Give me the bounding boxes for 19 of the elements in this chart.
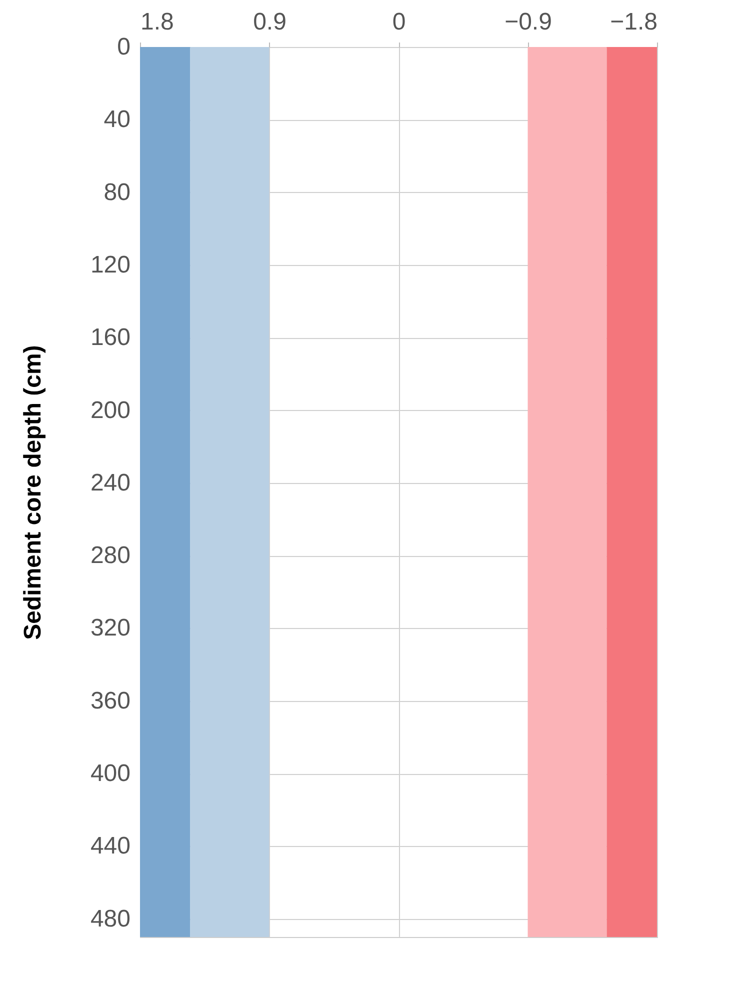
x-tick-label: 1.8: [140, 8, 174, 36]
y-tick-label: 400: [90, 760, 130, 788]
x-tick-label: −1.8: [610, 8, 658, 36]
y-tick-label: 0: [117, 34, 130, 60]
y-tick-label: 440: [90, 832, 130, 860]
y-tick-label: 200: [90, 396, 130, 424]
y-tick-label: 280: [90, 542, 130, 570]
y-tick-label: 120: [90, 251, 130, 278]
y-tick-label: 160: [90, 324, 130, 352]
y-tick-label: 40: [104, 106, 130, 134]
y-tick-label: 480: [90, 905, 130, 932]
x-tick-label: 0: [392, 8, 406, 36]
x-tick-label: −0.9: [504, 8, 552, 36]
x-tick-label: 0.9: [253, 8, 286, 36]
y-tick-label: 240: [90, 469, 130, 496]
y-axis-title: Sediment core depth (cm): [19, 345, 46, 640]
y-tick-label: 80: [104, 178, 130, 206]
y-tick-label: 320: [90, 614, 130, 642]
y-tick-label: 360: [90, 687, 130, 714]
